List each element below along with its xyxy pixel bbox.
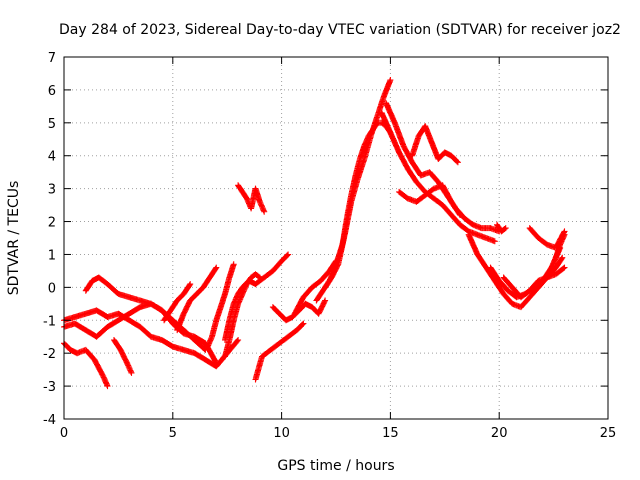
y-tick-label: 4 xyxy=(48,150,56,165)
x-tick-label: 0 xyxy=(60,426,68,441)
series-track-k xyxy=(235,182,268,215)
y-tick-label: 5 xyxy=(48,117,56,132)
series-track-d xyxy=(61,340,111,390)
x-tick-labels: 0 5 10 15 20 25 xyxy=(60,426,616,441)
y-tick-label: 3 xyxy=(48,183,56,198)
series-markers xyxy=(235,182,268,215)
y-tick-label: -3 xyxy=(43,380,56,395)
y-axis-label: SDTVAR / TECUs xyxy=(6,181,22,296)
series-track-w xyxy=(500,264,568,301)
series-markers xyxy=(161,281,194,324)
series-markers xyxy=(378,109,498,245)
series-markers xyxy=(204,261,237,350)
chart-title: Day 284 of 2023, Sidereal Day-to-day VTE… xyxy=(59,22,621,38)
y-tick-label: 6 xyxy=(48,84,56,99)
series-track-f xyxy=(174,264,220,334)
series-markers xyxy=(61,340,111,390)
series-markers xyxy=(500,264,568,301)
series-track-s xyxy=(409,123,461,166)
y-tick-label: -1 xyxy=(43,314,56,329)
series-track-e xyxy=(111,337,135,376)
y-tick-label: -2 xyxy=(43,347,56,362)
series-track-p xyxy=(322,77,394,291)
series-track-l xyxy=(252,320,307,383)
x-tick-label: 15 xyxy=(382,426,399,441)
series-markers xyxy=(322,77,394,291)
series-markers xyxy=(396,182,463,218)
axis-ticks xyxy=(63,56,609,420)
series-markers xyxy=(494,221,509,235)
y-tick-label: 2 xyxy=(48,216,56,231)
y-tick-label: -4 xyxy=(43,413,56,428)
series-markers xyxy=(252,320,307,383)
series-track-y xyxy=(552,231,568,261)
y-tick-label: 0 xyxy=(48,281,56,296)
series-markers xyxy=(111,337,135,376)
plot-frame xyxy=(63,56,609,420)
x-tick-label: 10 xyxy=(273,426,290,441)
series-track-r xyxy=(383,100,503,235)
y-tick-label: 1 xyxy=(48,248,56,263)
grid-lines xyxy=(64,57,608,419)
series-track-g xyxy=(161,281,194,324)
series-track-q xyxy=(378,109,498,245)
series-track-t xyxy=(396,182,463,218)
y-tick-labels: -4 -3 -2 -1 0 1 2 3 4 5 6 7 xyxy=(43,51,56,428)
series-track-h xyxy=(204,261,237,350)
series-track-j xyxy=(222,271,263,360)
series-markers xyxy=(222,271,263,360)
series-markers xyxy=(552,231,568,261)
series-markers xyxy=(383,100,503,235)
x-tick-label: 20 xyxy=(491,426,508,441)
series-markers xyxy=(174,264,220,334)
x-tick-label: 5 xyxy=(169,426,177,441)
x-tick-label: 25 xyxy=(600,426,617,441)
y-tick-label: 7 xyxy=(48,51,56,66)
series-markers xyxy=(409,123,461,166)
series-track-z xyxy=(494,221,509,235)
x-axis-label: GPS time / hours xyxy=(277,458,394,474)
data-marks xyxy=(61,77,568,390)
